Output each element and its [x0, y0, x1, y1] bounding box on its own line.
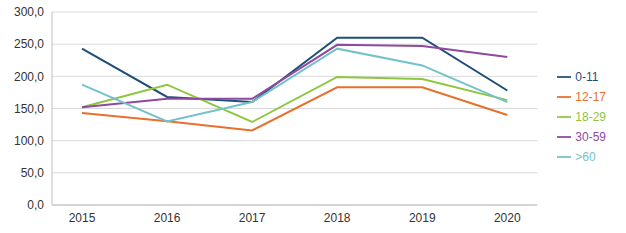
svg-text:2017: 2017	[239, 211, 266, 225]
svg-text:2015: 2015	[69, 211, 96, 225]
svg-text:100,0: 100,0	[14, 134, 44, 148]
svg-text:2016: 2016	[154, 211, 181, 225]
svg-text:2020: 2020	[494, 211, 521, 225]
html-text:12-17: 12-17	[575, 89, 606, 104]
html-text:18-29: 18-29	[575, 109, 606, 124]
svg-text:2019: 2019	[409, 211, 436, 225]
svg-text:200,0: 200,0	[14, 70, 44, 84]
html-text:0-11: 0-11	[575, 69, 599, 84]
svg-text:2018: 2018	[324, 211, 351, 225]
svg-text:250,0: 250,0	[14, 37, 44, 51]
svg-text:300,0: 300,0	[14, 5, 44, 19]
html-text:30-59: 30-59	[575, 129, 606, 144]
svg-text:150,0: 150,0	[14, 102, 44, 116]
svg-text:0,0: 0,0	[27, 198, 44, 212]
svg-text:50,0: 50,0	[21, 166, 45, 180]
html-text:>60: >60	[575, 149, 596, 164]
